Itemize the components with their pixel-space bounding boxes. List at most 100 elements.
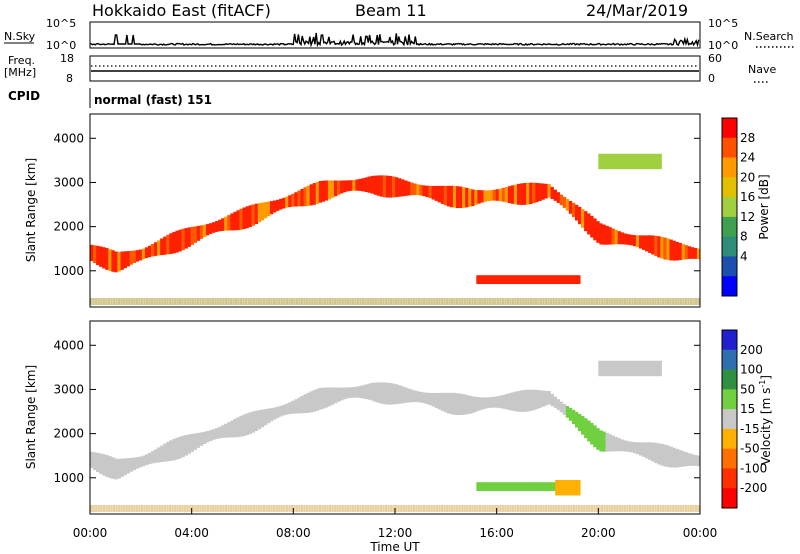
near-range-speckle: [562, 298, 566, 305]
near-range-speckle: [191, 298, 194, 305]
near-range-speckle: [405, 298, 408, 305]
power-cell: [446, 185, 451, 207]
power-cell: [215, 221, 219, 232]
near-range-speckle: [410, 505, 413, 512]
power-cell: [584, 211, 588, 232]
near-range-speckle: [367, 505, 370, 512]
near-range-speckle: [410, 298, 413, 305]
power-cell: [129, 250, 133, 265]
power-cell: [410, 182, 414, 196]
near-range-speckle: [506, 298, 510, 305]
power-cell: [428, 185, 432, 199]
near-range-speckle: [384, 298, 388, 305]
near-range-speckle: [659, 505, 662, 512]
near-range-speckle: [537, 505, 540, 512]
near-range-speckle: [583, 298, 586, 305]
power-cell: [666, 238, 670, 261]
freq-frame: [89, 55, 701, 82]
velocity-cell: [428, 392, 432, 406]
near-range-speckle: [105, 505, 108, 512]
near-range-speckle: [323, 298, 327, 305]
colorbar-cell: [722, 349, 737, 370]
near-range-speckle: [687, 505, 690, 512]
colorbar-tick-label: 28: [740, 131, 755, 145]
power-cell: [147, 245, 152, 258]
noise-tick-left-top: 10^5: [46, 17, 76, 30]
velocity-cell: [462, 394, 466, 415]
near-range-speckle: [265, 505, 268, 512]
cpid-label: CPID: [8, 89, 40, 103]
near-range-speckle: [166, 505, 169, 512]
power-cell: [187, 227, 191, 247]
near-range-speckle: [623, 298, 627, 305]
velocity-cell: [157, 447, 161, 463]
power-cell: [623, 233, 628, 245]
near-range-speckle: [639, 505, 642, 512]
power-cell: [184, 228, 188, 249]
colorbar-cell: [722, 197, 737, 218]
near-range-speckle: [359, 505, 362, 512]
velocity-cell: [163, 443, 167, 462]
power-cell: [276, 199, 280, 211]
power-cell: [513, 184, 518, 205]
near-range-speckle: [448, 298, 451, 305]
near-range-speckle: [666, 298, 670, 305]
time-tick-label: 16:00: [479, 526, 514, 540]
near-range-speckle: [173, 505, 177, 512]
near-range-speckle: [379, 505, 383, 512]
near-range-speckle: [555, 505, 558, 512]
near-range-speckle: [613, 298, 616, 305]
near-range-speckle: [212, 298, 215, 305]
power-cell: [343, 180, 347, 193]
velocity-cell: [108, 456, 112, 478]
near-range-speckle: [626, 298, 629, 305]
power-patch: [598, 153, 662, 170]
near-range-speckle: [308, 505, 311, 512]
near-range-speckle: [346, 505, 350, 512]
near-range-speckle: [90, 505, 93, 512]
velocity-cell: [587, 420, 591, 442]
velocity-cell: [382, 382, 387, 405]
near-range-speckle: [313, 505, 316, 512]
near-range-speckle: [555, 298, 558, 305]
velocity-cell: [574, 411, 579, 428]
near-range-speckle: [227, 505, 230, 512]
near-range-speckle: [636, 505, 639, 512]
power-cell: [300, 188, 304, 207]
velocity-cell: [294, 399, 298, 414]
velocity-cell: [318, 387, 323, 410]
velocity-cell: [254, 410, 259, 432]
near-range-speckle: [542, 298, 545, 305]
velocity-cell: [669, 446, 673, 468]
velocity-cell: [123, 458, 127, 476]
velocity-cell: [693, 454, 698, 466]
near-range-speckle: [334, 298, 337, 305]
power-cell: [355, 179, 359, 191]
near-range-speckle: [374, 298, 377, 305]
power-cell: [236, 210, 240, 231]
colorbar-tick-label: 50: [740, 382, 755, 396]
near-range-speckle: [199, 505, 202, 512]
near-range-speckle: [92, 505, 95, 512]
near-range-speckle: [237, 298, 240, 305]
velocity-xticks: 00:00 04:00 08:00 12:00 16:00 20:00 00:00: [73, 508, 717, 540]
near-range-speckle: [450, 505, 454, 512]
near-range-speckle: [163, 505, 167, 512]
power-cell: [559, 194, 564, 206]
colorbar-tick-label: -100: [740, 461, 767, 475]
range-tick-label: 2000: [53, 220, 84, 234]
power-cell: [675, 241, 679, 261]
near-range-speckle: [270, 505, 273, 512]
near-range-speckle: [514, 505, 517, 512]
near-range-speckle: [377, 505, 380, 512]
near-range-speckle: [438, 298, 441, 305]
velocity-cell: [471, 396, 475, 414]
power-cell: [358, 178, 362, 191]
power-cell: [227, 215, 231, 231]
near-range-speckle: [547, 505, 550, 512]
velocity-cell: [395, 384, 399, 405]
near-range-speckle: [684, 298, 688, 305]
near-range-speckle: [527, 505, 530, 512]
power-cell: [263, 202, 268, 219]
power-cell: [413, 183, 417, 196]
